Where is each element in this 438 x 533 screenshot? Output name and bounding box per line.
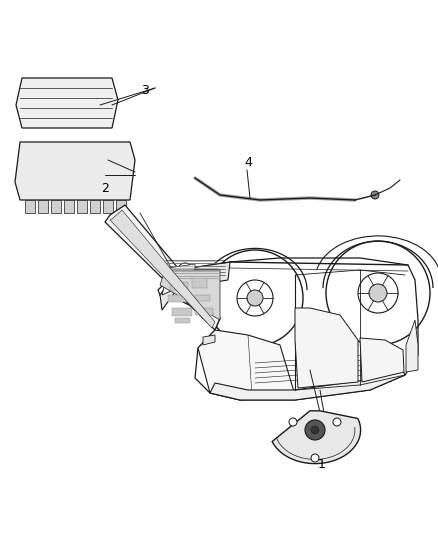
Polygon shape	[105, 205, 220, 330]
Polygon shape	[77, 200, 87, 213]
Polygon shape	[64, 200, 74, 213]
Circle shape	[369, 284, 387, 302]
Polygon shape	[406, 320, 418, 372]
Polygon shape	[103, 200, 113, 213]
Polygon shape	[168, 264, 195, 273]
Polygon shape	[51, 200, 61, 213]
Circle shape	[305, 420, 325, 440]
Polygon shape	[38, 200, 48, 213]
Polygon shape	[210, 365, 405, 400]
Polygon shape	[172, 308, 192, 316]
Polygon shape	[162, 275, 185, 295]
Polygon shape	[175, 318, 190, 323]
Polygon shape	[116, 200, 126, 213]
Text: 1: 1	[318, 458, 326, 472]
Polygon shape	[170, 282, 188, 290]
Polygon shape	[295, 308, 358, 388]
Polygon shape	[90, 200, 100, 213]
Polygon shape	[360, 338, 404, 382]
Circle shape	[311, 454, 319, 462]
Polygon shape	[192, 278, 207, 288]
Polygon shape	[195, 295, 210, 301]
Polygon shape	[16, 78, 118, 128]
Polygon shape	[160, 270, 220, 320]
Polygon shape	[160, 262, 230, 310]
Circle shape	[311, 426, 319, 434]
Text: 3: 3	[141, 84, 149, 96]
Polygon shape	[25, 200, 35, 213]
Circle shape	[333, 418, 341, 426]
Polygon shape	[272, 411, 360, 464]
Polygon shape	[195, 308, 213, 315]
Polygon shape	[110, 210, 215, 328]
Polygon shape	[198, 330, 295, 400]
Circle shape	[247, 290, 263, 306]
Circle shape	[289, 418, 297, 426]
Polygon shape	[203, 335, 215, 345]
Polygon shape	[15, 142, 135, 200]
Text: 4: 4	[244, 156, 252, 168]
Circle shape	[371, 191, 379, 199]
Polygon shape	[168, 295, 193, 302]
Text: 2: 2	[101, 182, 109, 195]
